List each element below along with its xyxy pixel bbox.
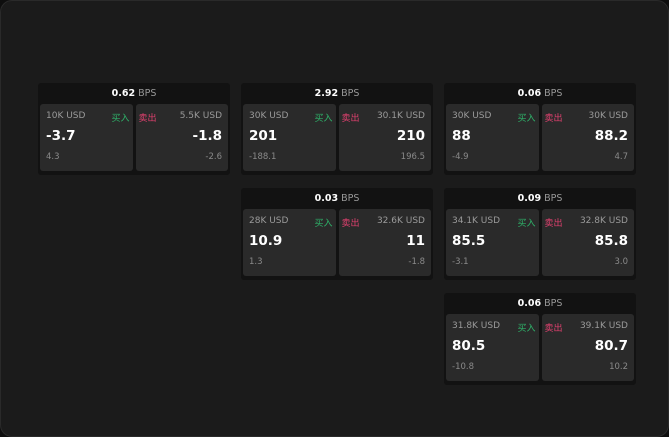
bid-change: 1.3 xyxy=(249,257,263,267)
sell-label: 卖出 xyxy=(544,219,563,229)
bid-change: -3.1 xyxy=(452,257,469,267)
ask-change: 196.5 xyxy=(400,152,425,162)
ask-quantity: 39.1K USD xyxy=(579,321,628,331)
spread-value: 2.92 xyxy=(314,88,339,99)
sell-label: 卖出 xyxy=(341,114,360,124)
sell-pane[interactable]: 卖出 5.5K USD -1.8 -2.6 xyxy=(135,104,228,171)
spread-value: 0.06 xyxy=(517,88,542,99)
buy-label: 买入 xyxy=(111,114,130,124)
spread-unit: BPS xyxy=(544,193,563,204)
ask-change: -1.8 xyxy=(408,257,425,267)
spread-header: 0.06 BPS xyxy=(444,83,636,104)
buy-label: 买入 xyxy=(314,219,333,229)
bid-quantity: 28K USD xyxy=(249,216,289,226)
quote-card: 0.06 BPS 30K USD 买入 88 -4.9 卖出 30K USD 88… xyxy=(444,83,636,175)
buy-label: 买入 xyxy=(517,324,536,334)
ask-quantity: 32.6K USD xyxy=(376,216,425,226)
sell-pane[interactable]: 卖出 32.6K USD 11 -1.8 xyxy=(338,209,431,276)
bid-price: 201 xyxy=(249,128,278,144)
bid-change: 4.3 xyxy=(46,152,60,162)
bid-quantity: 30K USD xyxy=(452,111,492,121)
spread-unit: BPS xyxy=(341,88,360,99)
spread-unit: BPS xyxy=(544,298,563,309)
spread-value: 0.62 xyxy=(111,88,136,99)
ask-price: 85.8 xyxy=(594,233,628,249)
bid-quantity: 34.1K USD xyxy=(452,216,501,226)
buy-pane[interactable]: 28K USD 买入 10.9 1.3 xyxy=(243,209,336,276)
buy-pane[interactable]: 34.1K USD 买入 85.5 -3.1 xyxy=(446,209,539,276)
bid-quantity: 10K USD xyxy=(46,111,86,121)
quote-card: 0.03 BPS 28K USD 买入 10.9 1.3 卖出 32.6K USD… xyxy=(241,188,433,280)
sell-pane[interactable]: 卖出 30K USD 88.2 4.7 xyxy=(541,104,634,171)
ask-quantity: 30K USD xyxy=(588,111,628,121)
spread-value: 0.09 xyxy=(517,193,542,204)
spread-value: 0.03 xyxy=(314,193,339,204)
buy-label: 买入 xyxy=(517,219,536,229)
ask-price: 210 xyxy=(396,128,425,144)
sell-label: 卖出 xyxy=(138,114,157,124)
spread-header: 0.62 BPS xyxy=(38,83,230,104)
bid-change: -188.1 xyxy=(249,152,277,162)
sell-pane[interactable]: 卖出 39.1K USD 80.7 10.2 xyxy=(541,314,634,381)
spread-unit: BPS xyxy=(341,193,360,204)
ask-quantity: 32.8K USD xyxy=(579,216,628,226)
sell-label: 卖出 xyxy=(544,114,563,124)
bid-change: -4.9 xyxy=(452,152,469,162)
quote-card: 0.06 BPS 31.8K USD 买入 80.5 -10.8 卖出 39.1K… xyxy=(444,293,636,385)
buy-label: 买入 xyxy=(517,114,536,124)
bid-price: 80.5 xyxy=(452,338,486,354)
ask-change: -2.6 xyxy=(205,152,222,162)
ask-price: 80.7 xyxy=(594,338,628,354)
spread-unit: BPS xyxy=(544,88,563,99)
buy-pane[interactable]: 31.8K USD 买入 80.5 -10.8 xyxy=(446,314,539,381)
quote-card: 0.62 BPS 10K USD 买入 -3.7 4.3 卖出 5.5K USD … xyxy=(38,83,230,175)
bid-price: 85.5 xyxy=(452,233,486,249)
ask-price: -1.8 xyxy=(192,128,222,144)
buy-pane[interactable]: 30K USD 买入 201 -188.1 xyxy=(243,104,336,171)
sell-label: 卖出 xyxy=(544,324,563,334)
ask-quantity: 5.5K USD xyxy=(179,111,222,121)
bid-price: 88 xyxy=(452,128,471,144)
buy-pane[interactable]: 10K USD 买入 -3.7 4.3 xyxy=(40,104,133,171)
spread-value: 0.06 xyxy=(517,298,542,309)
sell-label: 卖出 xyxy=(341,219,360,229)
ask-change: 3.0 xyxy=(614,257,628,267)
bid-quantity: 30K USD xyxy=(249,111,289,121)
quote-card: 2.92 BPS 30K USD 买入 201 -188.1 卖出 30.1K U… xyxy=(241,83,433,175)
bid-price: -3.7 xyxy=(46,128,76,144)
ask-change: 4.7 xyxy=(614,152,628,162)
buy-pane[interactable]: 30K USD 买入 88 -4.9 xyxy=(446,104,539,171)
spread-header: 0.09 BPS xyxy=(444,188,636,209)
ask-change: 10.2 xyxy=(609,362,628,372)
spread-header: 0.03 BPS xyxy=(241,188,433,209)
sell-pane[interactable]: 卖出 30.1K USD 210 196.5 xyxy=(338,104,431,171)
buy-label: 买入 xyxy=(314,114,333,124)
bid-quantity: 31.8K USD xyxy=(452,321,501,331)
spread-header: 0.06 BPS xyxy=(444,293,636,314)
ask-price: 88.2 xyxy=(594,128,628,144)
ask-price: 11 xyxy=(406,233,425,249)
spread-header: 2.92 BPS xyxy=(241,83,433,104)
quote-card: 0.09 BPS 34.1K USD 买入 85.5 -3.1 卖出 32.8K … xyxy=(444,188,636,280)
bid-price: 10.9 xyxy=(249,233,283,249)
ask-quantity: 30.1K USD xyxy=(376,111,425,121)
sell-pane[interactable]: 卖出 32.8K USD 85.8 3.0 xyxy=(541,209,634,276)
bid-change: -10.8 xyxy=(452,362,474,372)
spread-unit: BPS xyxy=(138,88,157,99)
